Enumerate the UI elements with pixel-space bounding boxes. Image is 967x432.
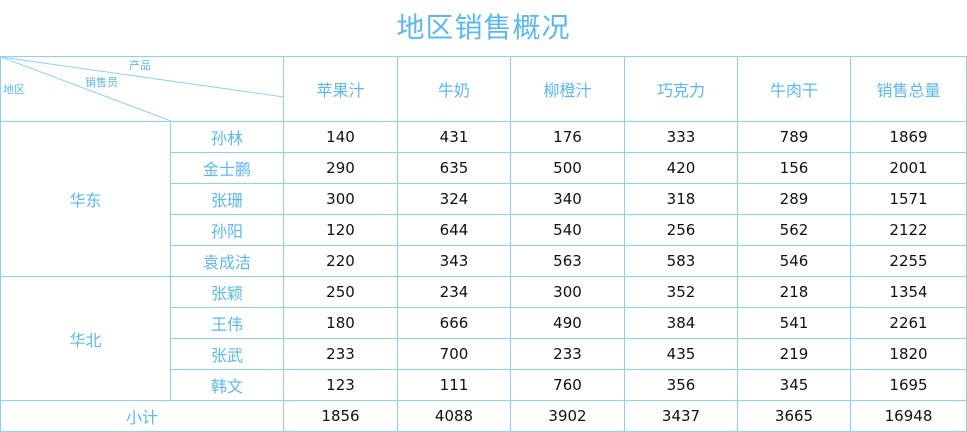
seller-cell: 金士鹏: [170, 152, 284, 184]
subtotal-value-cell: 1856: [283, 400, 398, 432]
subtotal-value-cell: 3437: [624, 400, 738, 432]
value-cell: 356: [624, 369, 738, 401]
corner-label-region: 地区: [3, 83, 25, 96]
table-row: 华东 孙林 140 431 176 333 789 1869: [0, 121, 967, 277]
column-header-milk: 牛奶: [397, 56, 511, 122]
total-cell: 2122: [850, 214, 967, 246]
subtotal-value-cell: 16948: [850, 400, 967, 432]
value-cell: 384: [624, 307, 738, 339]
subtotal-value-cell: 4088: [397, 400, 511, 432]
seller-cell: 孙林: [170, 121, 284, 153]
value-cell: 352: [624, 276, 738, 308]
total-cell: 1695: [850, 369, 967, 401]
value-cell: 156: [737, 152, 851, 184]
column-header-chocolate: 巧克力: [624, 56, 738, 122]
value-cell: 563: [510, 245, 625, 277]
column-header-orange-juice: 柳橙汁: [510, 56, 625, 122]
value-cell: 546: [737, 245, 851, 277]
seller-cell: 张武: [170, 338, 284, 370]
subtotal-label: 小计: [0, 400, 284, 432]
subtotal-value-cell: 3902: [510, 400, 625, 432]
value-cell: 300: [283, 183, 398, 215]
value-cell: 123: [283, 369, 398, 401]
value-cell: 140: [283, 121, 398, 153]
value-cell: 256: [624, 214, 738, 246]
column-header-total: 销售总量: [850, 56, 967, 122]
value-cell: 700: [397, 338, 511, 370]
value-cell: 541: [737, 307, 851, 339]
corner-label-product: 产品: [129, 59, 151, 72]
value-cell: 324: [397, 183, 511, 215]
value-cell: 340: [510, 183, 625, 215]
seller-cell: 韩文: [170, 369, 284, 401]
total-cell: 1820: [850, 338, 967, 370]
column-header-apple-juice: 苹果汁: [283, 56, 398, 122]
value-cell: 111: [397, 369, 511, 401]
seller-cell: 袁成洁: [170, 245, 284, 277]
value-cell: 435: [624, 338, 738, 370]
header-row: 产品 销售员 地区 苹果汁 牛奶 柳橙汁 巧克力 牛肉干 销售总量: [0, 56, 967, 122]
subtotal-row: 小计 1856 4088 3902 3437 3665 16948: [0, 400, 967, 432]
value-cell: 500: [510, 152, 625, 184]
value-cell: 345: [737, 369, 851, 401]
corner-header-cell: 产品 销售员 地区: [0, 56, 284, 122]
table-row: 张武 233 700 233 435 219 1820: [1, 338, 967, 370]
value-cell: 180: [283, 307, 398, 339]
subtotal-value-cell: 3665: [737, 400, 851, 432]
value-cell: 300: [510, 276, 625, 308]
value-cell: 644: [397, 214, 511, 246]
value-cell: 583: [624, 245, 738, 277]
value-cell: 219: [737, 338, 851, 370]
value-cell: 635: [397, 152, 511, 184]
value-cell: 176: [510, 121, 625, 153]
value-cell: 343: [397, 245, 511, 277]
total-cell: 2255: [850, 245, 967, 277]
value-cell: 289: [737, 183, 851, 215]
value-cell: 540: [510, 214, 625, 246]
column-header-beef-jerky: 牛肉干: [737, 56, 851, 122]
value-cell: 431: [397, 121, 511, 153]
seller-cell: 张珊: [170, 183, 284, 215]
value-cell: 218: [737, 276, 851, 308]
value-cell: 666: [397, 307, 511, 339]
region-cell: 华东: [0, 121, 171, 277]
page-title: 地区销售概况: [396, 11, 571, 44]
value-cell: 760: [510, 369, 625, 401]
total-cell: 1571: [850, 183, 967, 215]
value-cell: 220: [283, 245, 398, 277]
value-cell: 333: [624, 121, 738, 153]
table-row: 华北 张颖 250 234 300 352 218 1354: [0, 276, 967, 401]
seller-cell: 孙阳: [170, 214, 284, 246]
sales-table: 产品 销售员 地区 苹果汁 牛奶 柳橙汁 巧克力 牛肉干 销售总量 华东 孙林 …: [0, 56, 967, 432]
region-cell: 华北: [0, 276, 171, 401]
value-cell: 789: [737, 121, 851, 153]
value-cell: 290: [283, 152, 398, 184]
value-cell: 250: [283, 276, 398, 308]
total-cell: 2001: [850, 152, 967, 184]
total-cell: 1869: [850, 121, 967, 153]
value-cell: 233: [283, 338, 398, 370]
value-cell: 120: [283, 214, 398, 246]
seller-cell: 张颖: [170, 276, 284, 308]
total-cell: 2261: [850, 307, 967, 339]
value-cell: 490: [510, 307, 625, 339]
corner-label-seller: 销售员: [85, 76, 118, 89]
value-cell: 233: [510, 338, 625, 370]
value-cell: 420: [624, 152, 738, 184]
value-cell: 562: [737, 214, 851, 246]
table-row: 孙阳 120 644 540 256 562 2122: [1, 214, 967, 246]
seller-cell: 王伟: [170, 307, 284, 339]
total-cell: 1354: [850, 276, 967, 308]
value-cell: 234: [397, 276, 511, 308]
value-cell: 318: [624, 183, 738, 215]
corner-diagonal-lines: [1, 57, 283, 121]
